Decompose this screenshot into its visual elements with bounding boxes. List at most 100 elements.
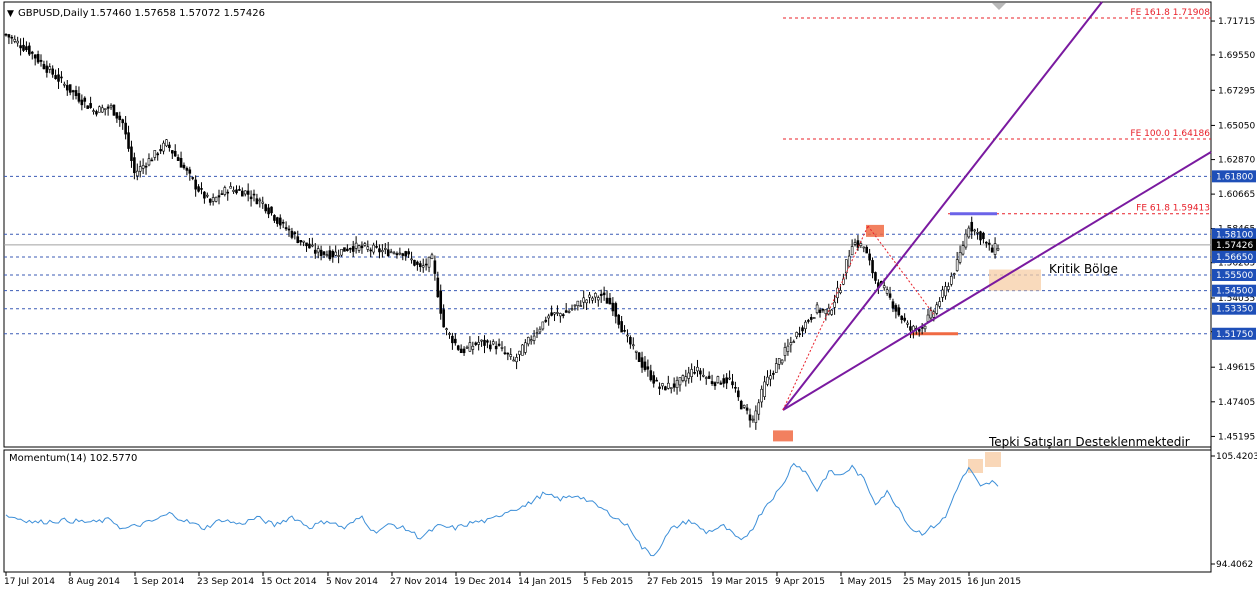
- candle-body: [68, 84, 72, 93]
- candle-body: [322, 251, 326, 255]
- candle-body: [801, 327, 804, 332]
- candle-body: [518, 350, 521, 355]
- header-triangle[interactable]: ▼: [7, 9, 14, 19]
- price-badge-0[interactable]: [1212, 170, 1256, 183]
- candle-body: [579, 305, 583, 307]
- candle-body: [690, 369, 693, 377]
- time-tick-label-4: 15 Oct 2014: [261, 577, 317, 587]
- candle-body: [103, 108, 107, 110]
- price-tick-label-4: 1.62870: [1218, 156, 1255, 166]
- symbol-label: GBPUSD,Daily: [18, 8, 89, 19]
- candle-body: [754, 410, 758, 423]
- candle-body: [541, 321, 545, 330]
- candle-body: [241, 190, 244, 197]
- candle-body: [850, 246, 854, 256]
- current-price-badge[interactable]: [1212, 238, 1256, 251]
- price-badge-6[interactable]: [1212, 327, 1256, 340]
- candle-body: [509, 354, 513, 357]
- candle-body: [582, 297, 585, 303]
- candle-body: [471, 345, 475, 350]
- candle-body: [176, 157, 180, 161]
- candle-body: [611, 302, 615, 312]
- candle-body: [564, 310, 568, 313]
- candle-body: [477, 341, 480, 345]
- price-badge-label-1: 1.58100: [1216, 230, 1253, 240]
- candle-body: [728, 377, 731, 380]
- chart-shift-marker[interactable]: [992, 3, 1006, 10]
- price-tick-label-3: 1.65050: [1218, 121, 1255, 131]
- candle-body: [381, 250, 384, 253]
- candle-body: [958, 252, 962, 263]
- candle-body: [634, 350, 638, 353]
- candle-body: [100, 107, 104, 113]
- candle-body: [620, 321, 623, 333]
- candle-body: [389, 251, 393, 254]
- candle-body: [273, 215, 276, 221]
- candle-body: [121, 119, 125, 124]
- candle-body: [211, 197, 215, 202]
- candle-body: [672, 383, 676, 388]
- candle-body: [524, 342, 527, 353]
- candle-body: [366, 246, 370, 250]
- candle-body: [947, 286, 950, 290]
- candle-body: [941, 289, 944, 298]
- candle-body: [804, 321, 807, 330]
- time-tick-label-14: 25 May 2015: [903, 577, 962, 587]
- candle-body: [343, 247, 346, 252]
- time-tick-label-10: 27 Feb 2015: [647, 577, 703, 587]
- time-tick-label-5: 5 Nov 2014: [326, 577, 378, 587]
- candle-body: [217, 195, 221, 198]
- price-badge-3[interactable]: [1212, 269, 1256, 282]
- candle-body: [772, 373, 775, 375]
- price-badge-label-6: 1.51750: [1216, 330, 1253, 340]
- candle-body: [421, 265, 425, 268]
- candle-body: [28, 45, 31, 55]
- candle-body: [363, 243, 367, 246]
- candle-body: [200, 188, 203, 190]
- candle-body: [783, 347, 787, 356]
- price-panel[interactable]: [3, 1, 1212, 448]
- candle-body: [25, 46, 28, 51]
- candle-body: [182, 164, 186, 169]
- candle-body: [63, 83, 66, 86]
- candle-body: [92, 110, 95, 112]
- candle-body: [171, 150, 174, 154]
- time-tick-label-3: 23 Sep 2014: [197, 577, 254, 587]
- price-badge-5[interactable]: [1212, 302, 1256, 315]
- price-badge-4[interactable]: [1212, 284, 1256, 297]
- price-badge-1[interactable]: [1212, 228, 1256, 241]
- candle-body: [885, 289, 889, 294]
- price-tick-label-8: 1.54035: [1218, 294, 1255, 304]
- candle-body: [86, 105, 89, 109]
- candle-body: [923, 325, 927, 330]
- candle-body: [503, 352, 507, 355]
- candle-body: [19, 45, 22, 49]
- candle-body: [220, 193, 224, 195]
- candle-body: [451, 335, 454, 344]
- candle-body: [410, 258, 413, 261]
- candle-body: [833, 301, 836, 308]
- price-tick-label-1: 1.69550: [1218, 51, 1255, 61]
- candle-body: [734, 386, 737, 389]
- time-tick-label-13: 1 May 2015: [839, 577, 892, 587]
- candle-body: [486, 340, 489, 343]
- candle-body: [556, 312, 559, 314]
- fibo-expansion-leg-2: [867, 225, 936, 317]
- candle-body: [165, 139, 168, 147]
- price-tick-label-12: 1.45195: [1218, 432, 1255, 442]
- candle-body: [967, 227, 971, 238]
- candle-body: [906, 322, 909, 325]
- candle-body: [398, 252, 402, 255]
- candle-body: [731, 381, 734, 386]
- candle-body: [608, 297, 612, 305]
- candle-body: [442, 309, 445, 328]
- price-badge-label-5: 1.53350: [1216, 305, 1253, 315]
- momentum-annotation: Tepki Satışları Desteklenmektedir: [988, 435, 1190, 449]
- candle-body: [970, 221, 974, 232]
- momentum-annot-zone: [985, 452, 1001, 467]
- candle-body: [807, 320, 810, 322]
- candle-body: [267, 207, 270, 215]
- price-badge-2[interactable]: [1212, 251, 1256, 264]
- candle-body: [987, 242, 991, 245]
